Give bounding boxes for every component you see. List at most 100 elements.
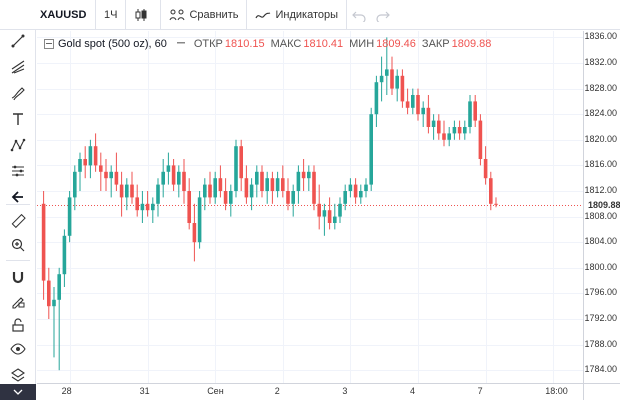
candle-body (125, 184, 129, 198)
price-tick-label: 1816.00 (584, 159, 617, 170)
left-drawing-toolbar (0, 0, 36, 400)
candle-body (348, 184, 353, 191)
price-tick-label: 1804.00 (584, 236, 617, 247)
candle-body (343, 191, 347, 204)
prediction-icon[interactable] (7, 160, 29, 182)
legend-low-value: 1809.46 (376, 38, 416, 50)
candle-body (390, 69, 394, 89)
candle-body (130, 184, 134, 198)
candle-body (255, 171, 259, 185)
time-tick-label: 4 (410, 386, 416, 396)
time-tick-label: 3 (342, 386, 348, 396)
price-tick-label: 1820.00 (584, 133, 617, 144)
candle-body (431, 120, 436, 127)
price-tick-label: 1832.00 (584, 57, 617, 67)
candle-body (296, 171, 301, 191)
candle-body (421, 107, 425, 115)
price-tick-label: 1828.00 (584, 82, 617, 93)
chart-type-button[interactable] (126, 0, 162, 30)
legend-high-value: 1810.41 (303, 38, 344, 50)
more-options-icon[interactable] (174, 37, 188, 51)
candle-body (327, 210, 332, 223)
candle-body (494, 203, 498, 205)
candle-body (275, 178, 280, 191)
candle-body (73, 171, 77, 198)
pattern-icon[interactable] (7, 134, 29, 156)
time-tick-label: 31 (139, 386, 150, 396)
candle-body (223, 191, 228, 204)
candle-body (151, 203, 155, 211)
indicators-button[interactable]: Индикаторы (247, 0, 347, 30)
candle-body (203, 184, 207, 198)
candle-body (249, 184, 254, 198)
candle-body (359, 191, 363, 198)
text-tool-icon[interactable] (7, 108, 29, 130)
interval-button[interactable]: 1Ч (96, 0, 127, 30)
candle-body (140, 203, 145, 211)
candle-body (281, 178, 285, 191)
candle-body (135, 197, 139, 211)
candle-body (369, 114, 373, 185)
candle-body (156, 184, 160, 204)
eye-icon[interactable] (7, 338, 29, 360)
trend-line-icon[interactable] (7, 30, 29, 52)
candle-body (192, 223, 197, 243)
candle-body (47, 280, 51, 307)
candle-body (411, 95, 415, 108)
candle-body (416, 95, 420, 115)
candle-body (291, 191, 295, 204)
indicators-label: Индикаторы (275, 8, 338, 21)
arrow-left-icon[interactable] (7, 186, 29, 208)
legend-open-key: ОТКР (193, 38, 223, 50)
zoom-in-icon[interactable] (7, 234, 29, 256)
legend-collapse-icon[interactable] (44, 39, 54, 49)
candle-body (114, 171, 119, 185)
lock-pencil-icon[interactable] (7, 290, 29, 312)
chart-pane[interactable] (37, 31, 583, 383)
candle-body (244, 178, 249, 198)
unlock-icon[interactable] (7, 314, 29, 336)
candle-body (109, 171, 113, 179)
legend-open-value: 1810.15 (224, 38, 265, 50)
candle-body (301, 171, 306, 179)
candle-body (426, 107, 431, 127)
candle-body (437, 120, 441, 134)
price-tick-label: 1824.00 (584, 108, 617, 119)
candle-body (322, 210, 327, 217)
candle-body (385, 69, 389, 76)
candle-body (171, 165, 176, 185)
candle-body (182, 171, 186, 191)
candle-body (473, 101, 477, 121)
candle-body (218, 178, 223, 191)
layers-icon[interactable] (7, 364, 29, 386)
redo-button[interactable] (371, 0, 395, 30)
brush-icon[interactable] (7, 82, 29, 104)
candle-body (400, 75, 405, 102)
magnet-icon[interactable] (7, 266, 29, 288)
compare-icon (169, 9, 185, 20)
undo-icon (352, 11, 366, 22)
legend-low-key: МИН (349, 38, 375, 50)
candle-body (99, 165, 103, 172)
ruler-icon[interactable] (7, 210, 29, 232)
candle-body (119, 184, 124, 198)
candle-body (57, 274, 61, 300)
candle-body (463, 127, 467, 134)
symbol-search-button[interactable]: XAUUSD (0, 0, 96, 30)
undo-button[interactable] (347, 0, 371, 30)
compare-button[interactable]: Сравнить (161, 0, 248, 30)
price-tick-label: 1784.00 (584, 364, 617, 375)
candle-body (67, 197, 72, 236)
chevron-down-icon (13, 389, 23, 395)
candle-body (239, 146, 243, 179)
collapse-toolbar-button[interactable] (0, 384, 36, 400)
time-axis[interactable]: 28 31 Сен 2 3 4 7 18:00 (37, 383, 583, 400)
candle-body (145, 203, 150, 211)
price-tick-label: 1812.00 (584, 185, 617, 195)
candle-body (457, 127, 462, 134)
candle-body (161, 171, 165, 185)
candle-body (265, 178, 269, 191)
pitchfork-icon[interactable] (7, 56, 29, 78)
price-tick-label: 1808.00 (584, 210, 617, 221)
candle-body (208, 184, 212, 198)
